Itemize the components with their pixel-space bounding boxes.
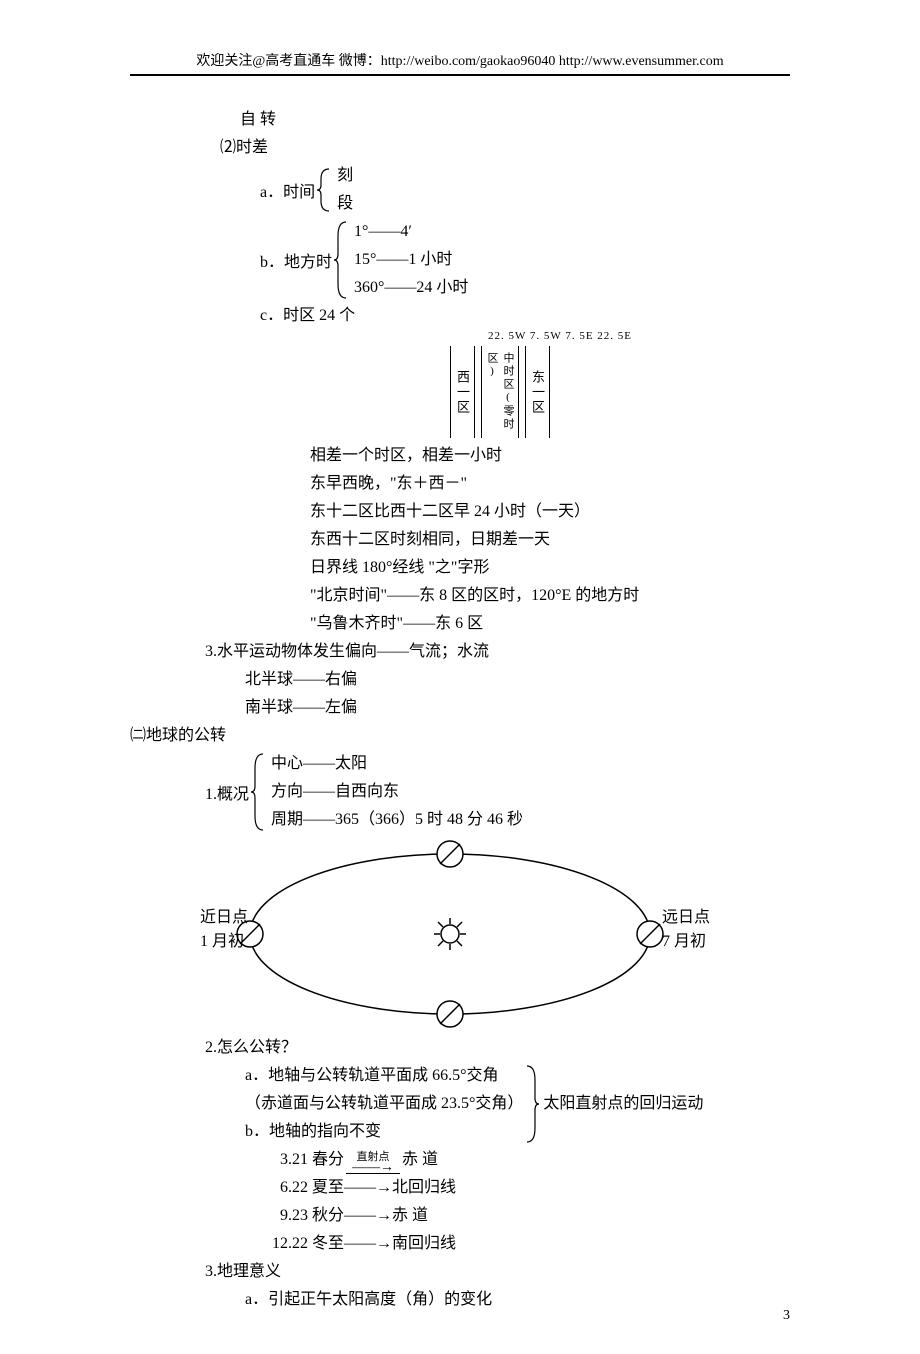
label-time: a．时间 <box>260 178 315 202</box>
tz-west1: 西一区 <box>450 346 475 438</box>
tz-note3: 东十二区比西十二区早 24 小时（一天） <box>130 498 790 526</box>
tz-east1: 东一区 <box>525 346 550 438</box>
tz-note1: 相差一个时区，相差一小时 <box>130 442 790 470</box>
brace-right-icon <box>523 1062 541 1146</box>
text-geo-sig: 3.地理意义 <box>130 1258 790 1286</box>
text-axis-a: a．地轴与公转轨道平面成 66.5°交角 <box>245 1062 523 1090</box>
label-aphelion: 远日点 7 月初 <box>662 906 710 954</box>
text-tz-degrees: 22. 5W 7. 5W 7. 5E 22. 5E <box>130 330 790 342</box>
row-localtime: b．地方时 1°——4′ 15°——1 小时 360°——24 小时 <box>130 218 790 302</box>
tz-note4: 东西十二区时刻相同，日期差一天 <box>130 526 790 554</box>
row-time: a．时间 刻 段 <box>130 162 790 218</box>
text-lt2: 15°——1 小时 <box>350 246 468 274</box>
section-revolution: ㈡地球的公转 <box>130 722 790 750</box>
timezone-diagram: 西一区 中时区(零时区) 东一区 <box>130 346 790 438</box>
text-far: 远日点 <box>662 906 710 930</box>
text-how-revolve: 2.怎么公转？ <box>130 1034 790 1062</box>
text-deflection: 3.水平运动物体发生偏向——气流；水流 <box>130 638 790 666</box>
text-321b: 赤 道 <box>402 1146 438 1174</box>
label-perihelion: 近日点 1 月初 <box>200 906 248 954</box>
row-axis: a．地轴与公转轨道平面成 66.5°交角 （赤道面与公转轨道平面成 23.5°交… <box>130 1062 790 1146</box>
header-url2: http://www.evensummer.com <box>559 54 724 69</box>
tz-mid: 中时区(零时区) <box>481 346 519 438</box>
text-lt3: 360°——24 小时 <box>350 274 468 302</box>
document-page: 欢迎关注@高考直通车 微博：http://weibo.com/gaokao960… <box>0 0 920 1354</box>
overview-options: 中心——太阳 方向——自西向东 周期——365（366）5 时 48 分 46 … <box>267 750 523 834</box>
text-ke: 刻 <box>333 162 353 190</box>
text-321a: 3.21 春分 <box>280 1146 344 1174</box>
text-far-date: 7 月初 <box>662 930 710 954</box>
brace-icon <box>315 165 333 215</box>
text-622: 6.22 夏至——→北回归线 <box>130 1174 790 1202</box>
header-url1: http://weibo.com/gaokao96040 <box>381 54 556 69</box>
text-near-date: 1 月初 <box>200 930 248 954</box>
text-direct-point: 太阳直射点的回归运动 <box>541 1090 703 1118</box>
time-options: 刻 段 <box>333 162 353 218</box>
text-axis-a2: （赤道面与公转轨道平面成 23.5°交角） <box>245 1090 523 1118</box>
tz-note7: "乌鲁木齐时"——东 6 区 <box>130 610 790 638</box>
label-localtime: b．地方时 <box>260 248 332 272</box>
text-axis-b: b．地轴的指向不变 <box>245 1118 523 1146</box>
text-near: 近日点 <box>200 906 248 930</box>
text-timezone-24: c．时区 24 个 <box>130 302 790 330</box>
page-number: 3 <box>783 1308 790 1324</box>
text-923: 9.23 秋分——→赤 道 <box>130 1202 790 1230</box>
tz-note2: 东早西晚，"东＋西－" <box>130 470 790 498</box>
orbit-svg <box>210 834 690 1034</box>
orbit-diagram: 近日点 1 月初 远日点 7 月初 <box>210 834 690 1034</box>
text-1222: 12.22 冬至——→南回归线 <box>130 1230 790 1258</box>
text-south: 南半球——左偏 <box>130 694 790 722</box>
text-lt1: 1°——4′ <box>350 218 468 246</box>
page-header: 欢迎关注@高考直通车 微博：http://weibo.com/gaokao960… <box>130 50 790 76</box>
text-gk2: 方向——自西向东 <box>267 778 523 806</box>
text-north: 北半球——右偏 <box>130 666 790 694</box>
text-gk1: 中心——太阳 <box>267 750 523 778</box>
tz-note5: 日界线 180°经线 "之"字形 <box>130 554 790 582</box>
text-time-diff: ⑵时差 <box>130 134 790 162</box>
row-321: 3.21 春分 直射点 ――→ 赤 道 <box>130 1146 790 1174</box>
text-duan: 段 <box>333 190 353 218</box>
header-prefix: 欢迎关注@高考直通车 微博： <box>196 54 380 69</box>
tz-note6: "北京时间"——东 8 区的区时，120°E 的地方时 <box>130 582 790 610</box>
row-overview: 1.概况 中心——太阳 方向——自西向东 周期——365（366）5 时 48 … <box>130 750 790 834</box>
text-gk3: 周期——365（366）5 时 48 分 46 秒 <box>267 806 523 834</box>
text-rotation: 自 转 <box>130 106 790 134</box>
brace-icon <box>332 218 350 302</box>
localtime-options: 1°——4′ 15°——1 小时 360°——24 小时 <box>350 218 468 302</box>
arrow-icon: ――→ <box>346 1163 400 1174</box>
text-geo-sig-a: a．引起正午太阳高度（角）的变化 <box>130 1286 790 1314</box>
axis-left: a．地轴与公转轨道平面成 66.5°交角 （赤道面与公转轨道平面成 23.5°交… <box>245 1062 523 1146</box>
brace-icon <box>249 750 267 834</box>
label-overview: 1.概况 <box>205 780 249 804</box>
